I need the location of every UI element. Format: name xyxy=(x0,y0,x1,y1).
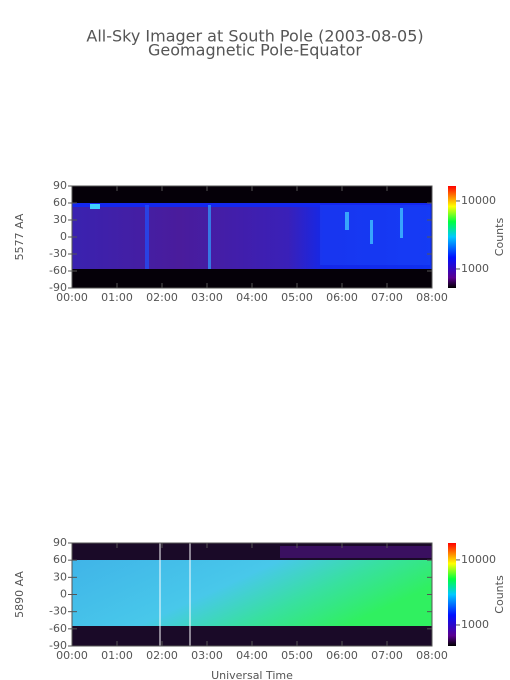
heatmap-image xyxy=(72,186,432,288)
x-tick-label: 08:00 xyxy=(416,291,448,304)
colorbar-tick-label: 10000 xyxy=(461,194,496,207)
colorbar-label: Counts xyxy=(493,575,506,614)
x-tick-label: 02:00 xyxy=(146,291,178,304)
x-tick-label: 02:00 xyxy=(146,649,178,662)
y-tick-label: 30 xyxy=(53,570,67,583)
y-tick-label: -90 xyxy=(49,639,67,652)
y-axis-label: 5890 AA xyxy=(13,571,26,618)
chart-title: All-Sky Imager at South Pole (2003-08-05… xyxy=(86,27,423,46)
colorbar-tick-label: 10000 xyxy=(461,553,496,566)
y-tick-label: -60 xyxy=(49,622,67,635)
y-tick-label: -90 xyxy=(49,281,67,294)
x-tick-label: 00:00 xyxy=(56,649,88,662)
x-tick-label: 05:00 xyxy=(281,291,313,304)
y-tick-label: -30 xyxy=(49,247,67,260)
colorbar-tick-label: 1000 xyxy=(461,262,489,275)
colorbar-label: Counts xyxy=(493,218,506,257)
colorbar xyxy=(448,543,456,646)
x-tick-label: 03:00 xyxy=(191,291,223,304)
y-tick-label: 60 xyxy=(53,553,67,566)
x-tick-label: 04:00 xyxy=(236,649,268,662)
x-tick-label: 08:00 xyxy=(416,649,448,662)
y-tick-label: 90 xyxy=(53,536,67,549)
x-tick-label: 07:00 xyxy=(371,649,403,662)
x-tick-label: 07:00 xyxy=(371,291,403,304)
colorbar xyxy=(448,186,456,288)
x-tick-label: 04:00 xyxy=(236,291,268,304)
y-tick-label: 0 xyxy=(60,588,67,601)
y-tick-label: -30 xyxy=(49,605,67,618)
x-tick-label: 01:00 xyxy=(101,291,133,304)
y-axis-label: 5577 AA xyxy=(13,213,26,260)
x-tick-label: 06:00 xyxy=(326,291,358,304)
colorbar-tick-label: 1000 xyxy=(461,618,489,631)
y-tick-label: 60 xyxy=(53,196,67,209)
y-tick-label: 0 xyxy=(60,230,67,243)
x-tick-label: 01:00 xyxy=(101,649,133,662)
y-tick-label: -60 xyxy=(49,264,67,277)
x-tick-label: 03:00 xyxy=(191,649,223,662)
y-tick-label: 90 xyxy=(53,179,67,192)
y-tick-label: 30 xyxy=(53,213,67,226)
x-tick-label: 05:00 xyxy=(281,649,313,662)
x-tick-label: 06:00 xyxy=(326,649,358,662)
chart-subtitle: Geomagnetic Pole-Equator xyxy=(148,41,362,60)
x-tick-label: 00:00 xyxy=(56,291,88,304)
heatmap-image xyxy=(72,543,432,646)
x-axis-label: Universal Time xyxy=(211,669,293,680)
